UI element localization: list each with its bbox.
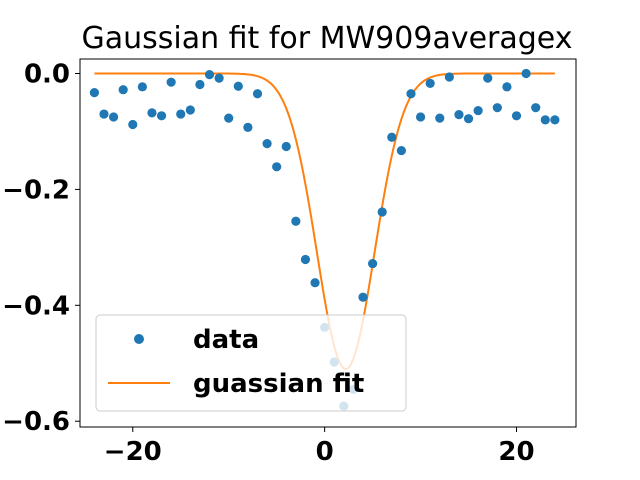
data-point (243, 122, 253, 132)
data-point (281, 141, 291, 152)
plot-area (89, 68, 560, 411)
data-point (176, 109, 186, 119)
data-point (291, 216, 301, 226)
y-tick-label: −0.6 (2, 407, 70, 437)
data-point (435, 113, 445, 123)
legend-label-fit: guassian fit (193, 369, 364, 399)
data-point (396, 145, 406, 156)
y-tick-label: −0.2 (2, 175, 70, 205)
data-point (185, 105, 195, 115)
chart-title: Gaussian fit for MW909averagex (81, 21, 572, 56)
series-line-guassian-fit (94, 72, 555, 371)
data-point (368, 258, 378, 269)
data-point (473, 105, 483, 116)
data-point (444, 72, 454, 82)
data-point (128, 119, 138, 130)
data-point (358, 292, 368, 302)
data-point (377, 207, 387, 217)
y-tick-label: −0.4 (2, 291, 70, 321)
data-point (118, 85, 128, 95)
data-point (511, 111, 522, 121)
data-point (262, 139, 272, 149)
data-point (406, 89, 416, 99)
data-point (483, 73, 493, 83)
x-tick-label: 20 (498, 437, 534, 467)
data-point (492, 103, 502, 113)
data-point (137, 82, 147, 92)
data-point (463, 114, 474, 124)
legend-box (95, 314, 407, 412)
data-point (224, 113, 234, 123)
data-point (233, 81, 243, 91)
legend-label-data: data (193, 325, 259, 355)
data-point (521, 68, 531, 79)
data-point (108, 112, 119, 122)
data-point (214, 73, 224, 83)
data-point (502, 82, 512, 92)
data-point (147, 108, 157, 118)
data-point (99, 109, 109, 119)
legend-marker-data (134, 334, 144, 344)
plot-frame (79, 58, 577, 428)
data-point (204, 70, 215, 80)
data-point (550, 115, 560, 125)
data-point (252, 89, 263, 99)
x-tick-label: −20 (104, 437, 162, 467)
data-point (195, 79, 205, 90)
data-point (300, 254, 311, 265)
data-point (89, 88, 99, 98)
data-point (387, 132, 397, 142)
data-point (166, 77, 176, 87)
data-point (310, 278, 320, 288)
data-point (156, 111, 167, 121)
axis-ticks: −20 0 20 0.0 −0.2 −0.4 −0.6 (2, 59, 534, 467)
data-point (272, 162, 282, 172)
data-point (540, 115, 550, 125)
data-point (415, 112, 426, 122)
x-tick-label: 0 (316, 437, 334, 467)
data-point (531, 103, 541, 113)
data-point (425, 78, 435, 88)
y-tick-label: 0.0 (24, 59, 70, 89)
legend: data guassian fit (95, 314, 407, 412)
data-point (454, 110, 464, 120)
